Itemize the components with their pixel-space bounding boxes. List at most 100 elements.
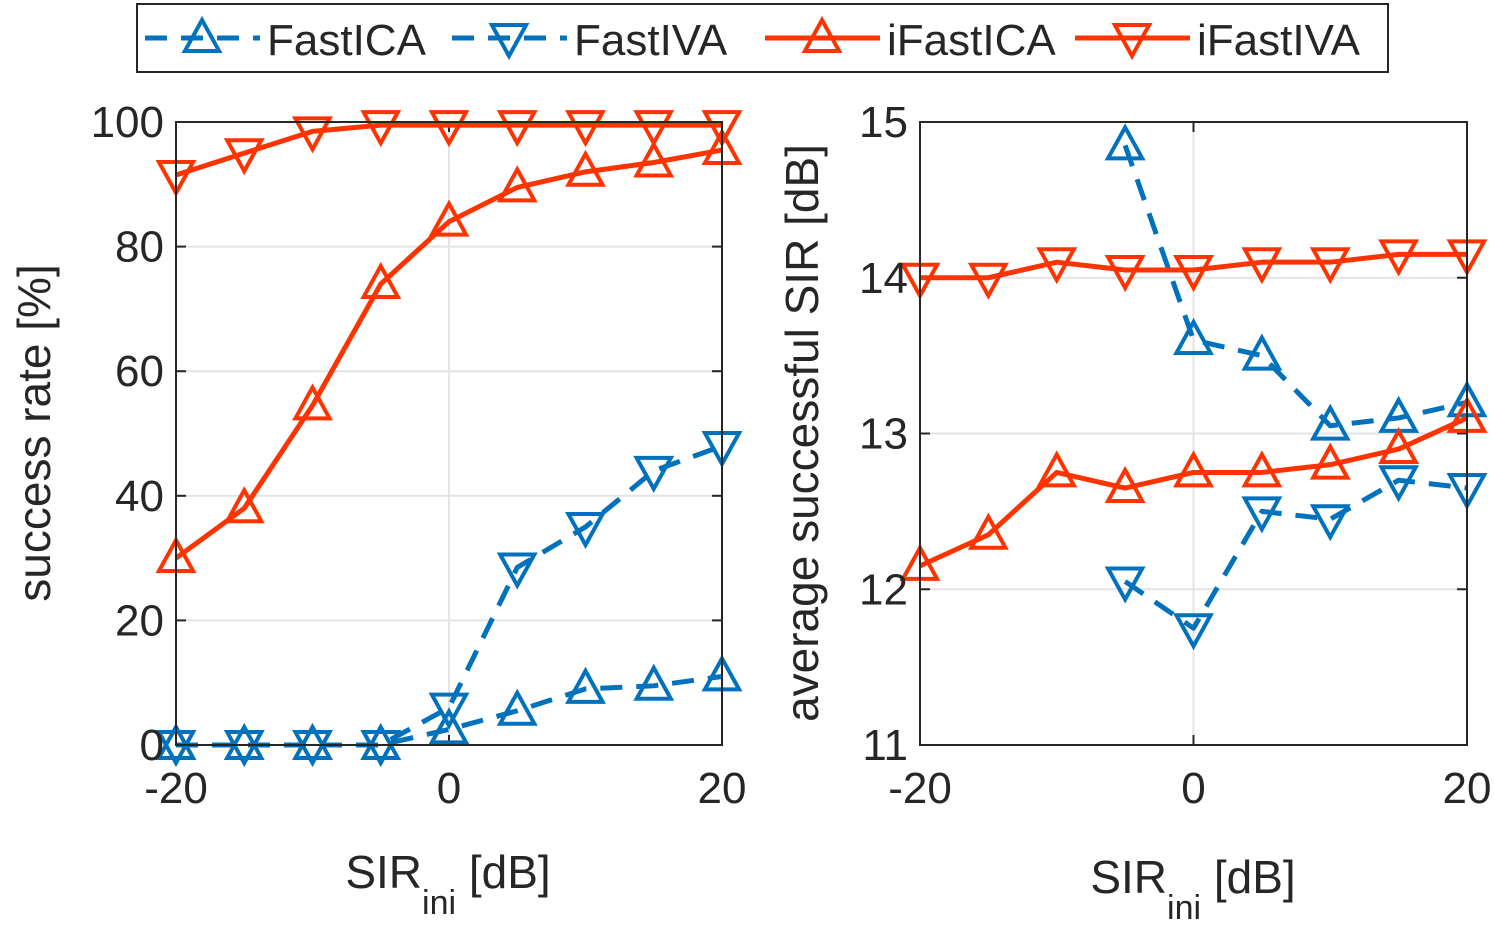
x-axis-label-subscript: ini: [422, 884, 456, 922]
marker-ifastica-x-10: [292, 383, 333, 421]
marker-ifastica-x0: [1173, 450, 1214, 488]
x-tick-label--20: -20: [888, 764, 952, 813]
y-tick-label-100: 100: [91, 98, 164, 147]
marker-ifastiva-x-10: [1036, 247, 1078, 285]
marker-ifastiva-x15: [633, 110, 675, 148]
marker-ifastiva-x20: [701, 110, 743, 148]
marker-fastica-x-5: [1104, 123, 1146, 161]
y-axis-label: average successful SIR [dB]: [776, 144, 828, 722]
marker-ifastiva-x0: [428, 110, 470, 148]
marker-ifastica-x10: [1309, 442, 1351, 480]
marker-fastiva-x15: [1378, 465, 1420, 503]
marker-fastiva-x-5: [360, 730, 402, 768]
x-axis-label: SIRini [dB]: [1090, 851, 1295, 927]
legend-item-ifastica: iFastICA: [765, 15, 1056, 65]
marker-fastica-x0: [1173, 317, 1214, 356]
legend-marker-fastiva: [488, 23, 530, 61]
marker-ifastiva-x5: [496, 110, 538, 148]
marker-fastiva-x5: [496, 552, 538, 590]
marker-fastiva-x10: [565, 511, 606, 550]
x-axis-label-main: SIR: [345, 846, 422, 898]
y-tick-label-20: 20: [115, 596, 164, 645]
x-axis-label-subscript: ini: [1167, 889, 1201, 927]
series-line-fastica: [1122, 144, 1468, 429]
marker-fastica-x0: [428, 707, 470, 745]
series-line-ifastiva: [175, 122, 722, 178]
y-tick-label-15: 15: [859, 98, 908, 147]
marker-fastiva-x0: [428, 692, 470, 730]
right-plot-average-sir: -20 0 20 11 12 13 14 15 average successful SIR […: [776, 98, 1491, 927]
x-tick-label-0: 0: [437, 764, 461, 813]
marker-ifastiva-x-15: [223, 138, 265, 176]
marker-fastiva-x10: [1309, 504, 1351, 542]
axes-box: [919, 121, 1468, 746]
marker-ifastiva-x15: [1378, 239, 1420, 277]
marker-fastica-x5: [1241, 333, 1283, 371]
marker-fastica-x10: [565, 666, 606, 704]
legend-marker-ifastiva: [1111, 23, 1153, 61]
y-tick-label-0: 0: [140, 721, 164, 770]
axes-box: [175, 121, 723, 746]
marker-fastica-x5: [496, 688, 538, 726]
marker-ifastica-x15: [1378, 426, 1420, 465]
y-tick-label-13: 13: [859, 410, 908, 459]
x-axis-label-unit: [dB]: [1201, 851, 1296, 903]
marker-ifastiva-x5: [1241, 247, 1283, 285]
legend-label-fastiva: FastIVA: [574, 16, 728, 65]
marker-fastiva-x0: [1173, 613, 1214, 651]
marker-fastica-x15: [633, 663, 675, 701]
marker-fastica-x10: [1309, 403, 1351, 441]
marker-fastiva-x-10: [292, 730, 333, 768]
marker-fastica-x-20: [155, 722, 197, 760]
legend: FastICA FastIVA iFastICA iFastIVA: [136, 3, 1389, 73]
marker-ifastica-x15: [633, 140, 675, 178]
marker-fastiva-x-15: [223, 730, 265, 768]
legend-label-ifastiva: iFastIVA: [1197, 16, 1361, 65]
marker-ifastica-x5: [1241, 450, 1283, 488]
marker-fastiva-x5: [1241, 496, 1283, 534]
marker-ifastica-x-15: [967, 512, 1009, 550]
marker-ifastica-x0: [428, 199, 470, 237]
x-tick-label-20: 20: [1443, 764, 1492, 813]
marker-ifastiva-x-5: [1104, 255, 1146, 293]
y-tick-label-40: 40: [115, 472, 164, 521]
series-line-ifastica: [174, 147, 723, 561]
series-ifastiva: [899, 239, 1488, 300]
marker-ifastiva-x-15: [967, 262, 1009, 300]
marker-fastiva-x15: [633, 455, 675, 494]
marker-fastica-x-10: [292, 722, 333, 760]
legend-item-fastica: FastICA: [145, 15, 427, 65]
series-line-ifastiva: [920, 251, 1467, 281]
marker-fastica-x-15: [223, 722, 265, 760]
marker-ifastica-x-5: [1104, 465, 1146, 503]
legend-item-fastiva: FastIVA: [452, 16, 728, 65]
legend-marker-ifastica: [801, 15, 843, 53]
marker-ifastiva-x-10: [292, 116, 333, 154]
legend-item-ifastiva: iFastIVA: [1075, 16, 1361, 65]
marker-ifastica-x-10: [1036, 450, 1078, 488]
x-axis-label: SIRini [dB]: [345, 846, 550, 922]
marker-ifastiva-x10: [565, 110, 606, 148]
legend-label-fastica: FastICA: [267, 16, 427, 65]
marker-fastiva-x-5: [1104, 566, 1146, 604]
x-tick-label-0: 0: [1181, 764, 1205, 813]
marker-ifastica-x-15: [223, 486, 265, 524]
legend-marker-fastica: [181, 15, 223, 53]
x-axis-label-main: SIR: [1090, 851, 1167, 903]
y-tick-label-80: 80: [115, 223, 164, 272]
marker-fastica-x-5: [360, 722, 402, 760]
y-tick-label-14: 14: [859, 254, 908, 303]
marker-ifastica-x5: [496, 165, 538, 203]
legend-label-ifastica: iFastICA: [887, 16, 1056, 65]
marker-ifastiva-x0: [1173, 255, 1214, 293]
x-tick-label-20: 20: [698, 764, 747, 813]
marker-ifastiva-x10: [1309, 247, 1351, 285]
marker-ifastica-x-5: [360, 261, 402, 299]
y-tick-label-11: 11: [862, 721, 908, 770]
marker-ifastiva-x-5: [360, 110, 402, 148]
y-tick-label-60: 60: [115, 347, 164, 396]
x-axis-label-unit: [dB]: [456, 846, 551, 898]
x-tick-label--20: -20: [144, 764, 208, 813]
